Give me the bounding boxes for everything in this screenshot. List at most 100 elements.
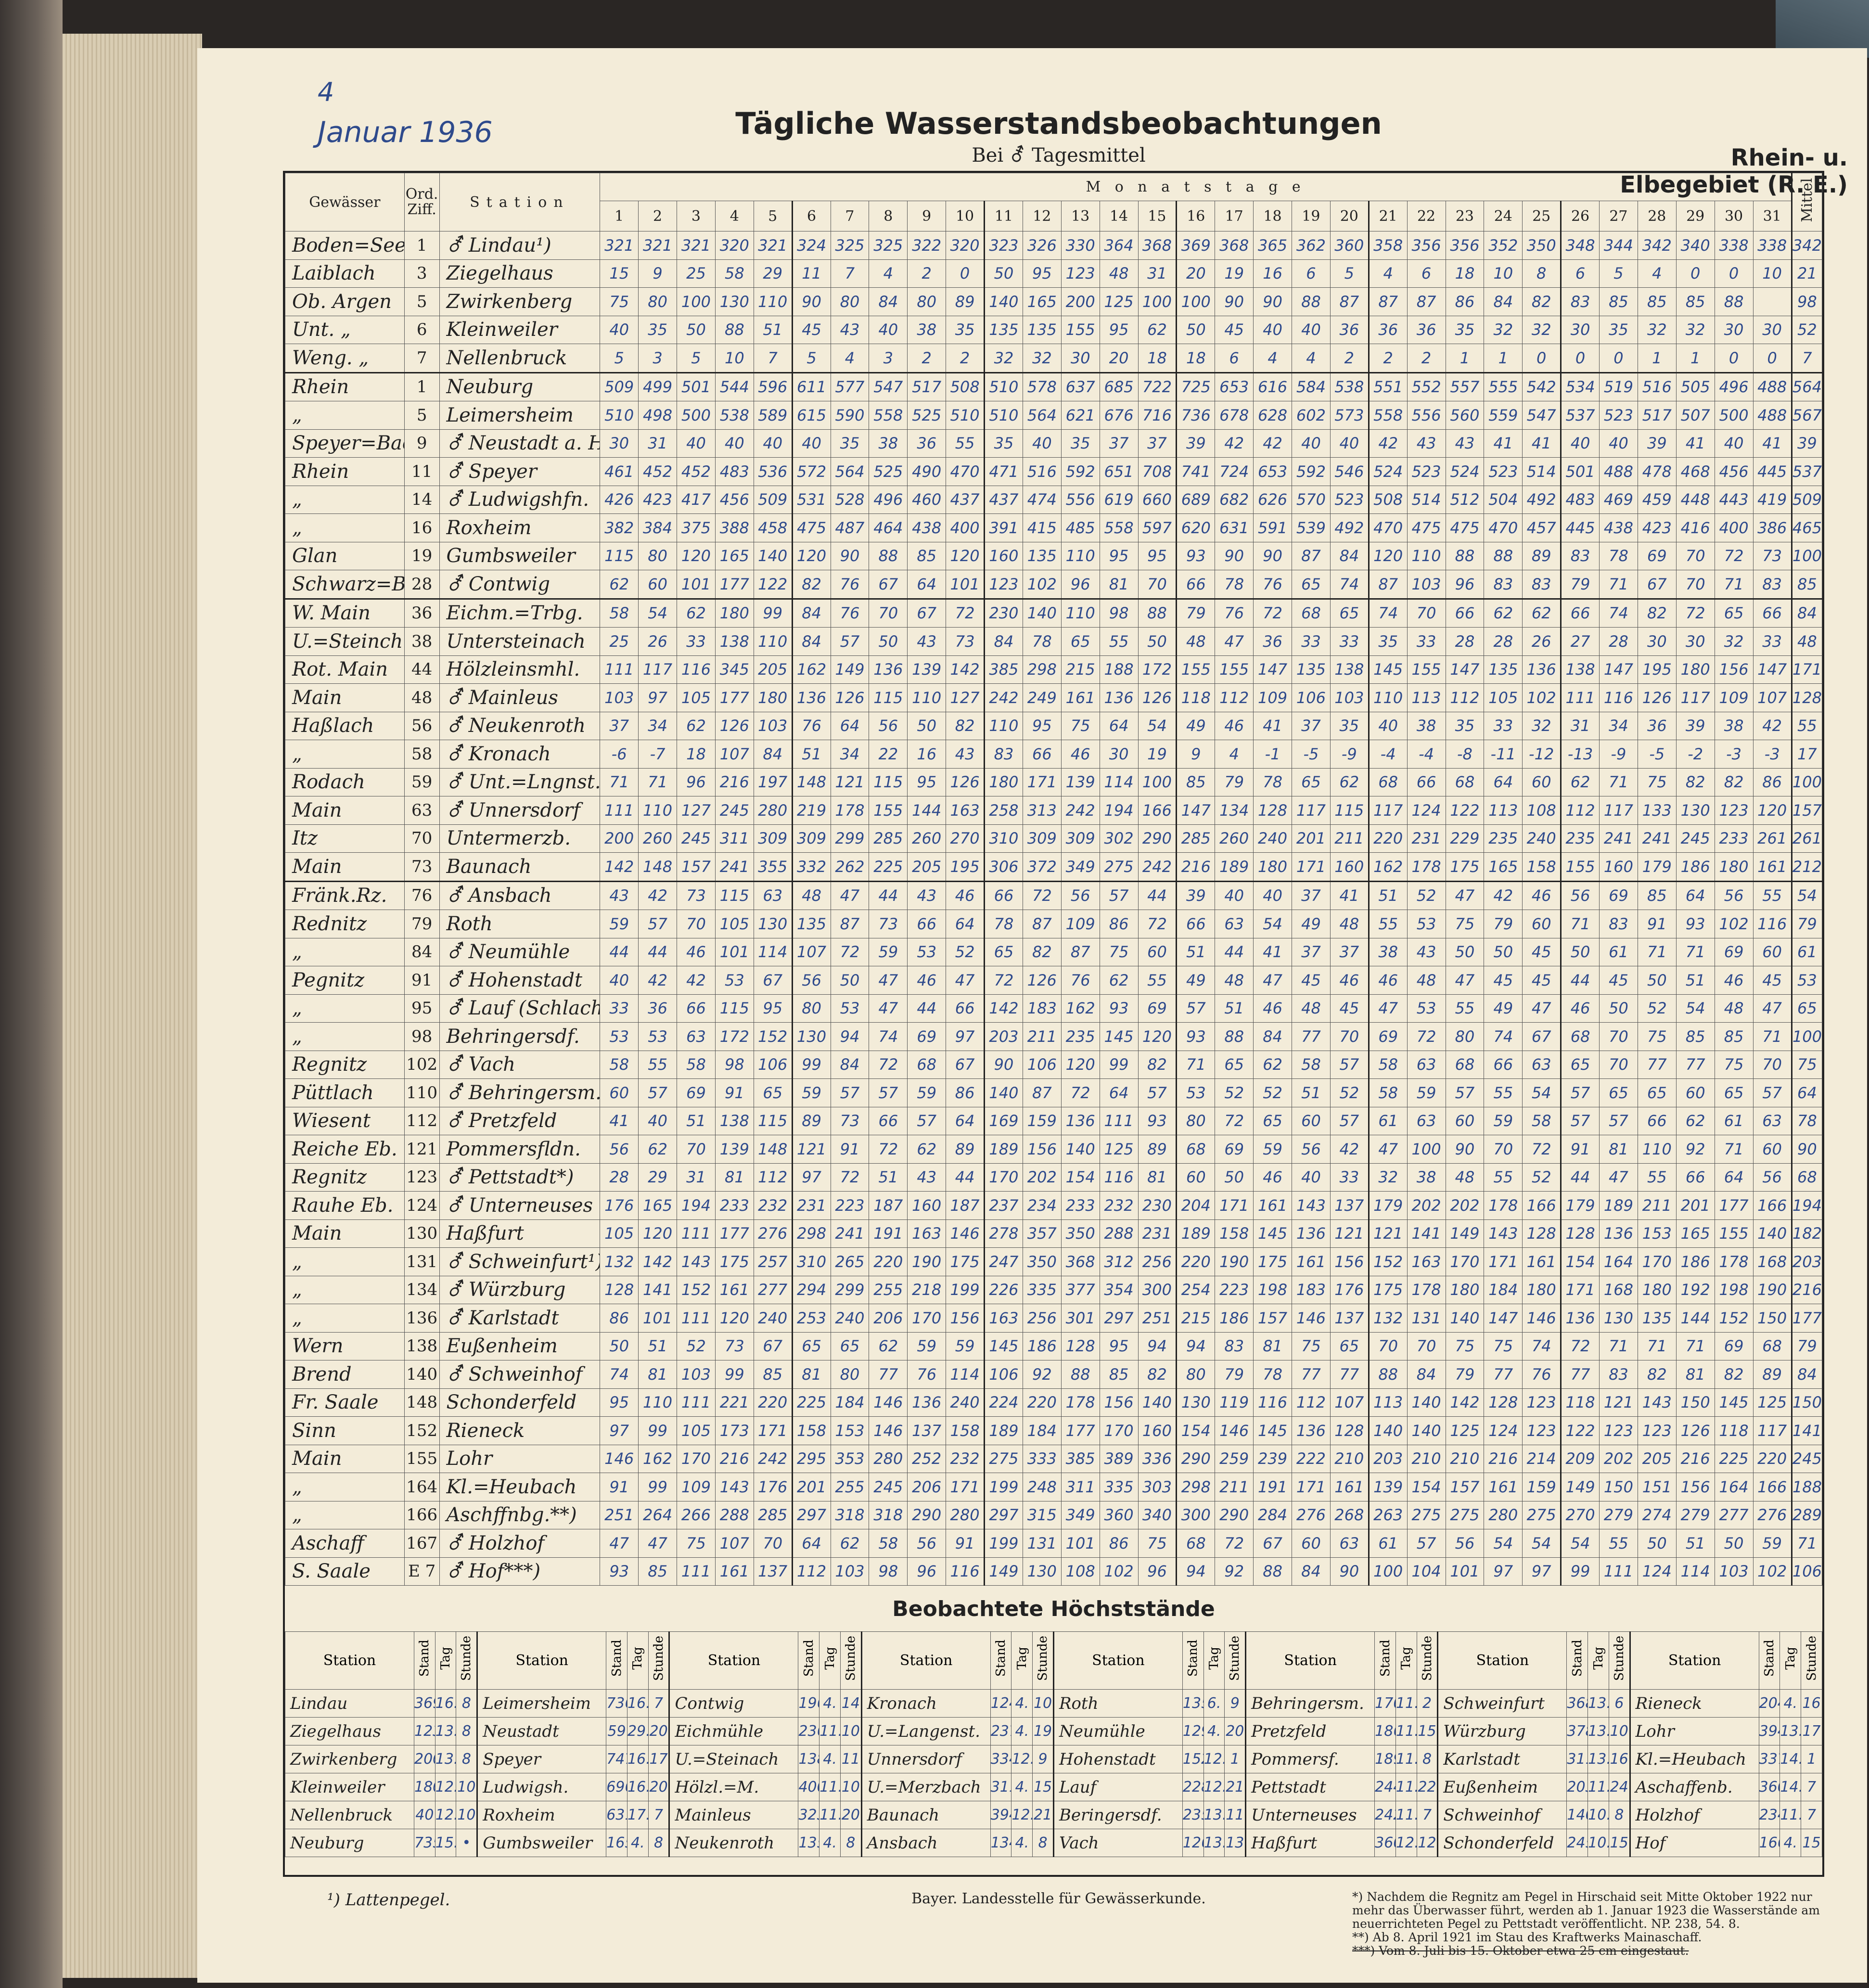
daily-value: 33 [1484,711,1523,740]
highest-stunde: 8 [456,1717,478,1745]
daily-value: 504 [1484,485,1523,514]
daily-value: 4 [1215,740,1254,769]
daily-value: 66 [1445,598,1485,628]
order-number: 123 [404,1163,440,1192]
daily-value: 38 [1368,937,1408,966]
daily-value: 87 [1292,541,1331,570]
order-number: 164 [404,1473,440,1501]
daily-value: 247 [984,1247,1023,1276]
daily-value: 62 [600,570,639,599]
daily-value: 160 [907,1191,947,1220]
table-row: Regnitz 123 ⚦ Pettstadt*) 28 29 31 81 112 97 72 51… [285,1163,1823,1192]
daily-value: 202 [1407,1191,1446,1220]
daily-value: 58 [869,1529,908,1558]
day-header-16: 16 [1176,201,1216,231]
daily-value: 537 [1560,401,1600,430]
daily-value: 459 [1637,485,1677,514]
daily-value: 101 [1445,1557,1485,1586]
highest-stunde: 20 [840,1801,862,1829]
highest-stand: 186 [1374,1717,1396,1745]
daily-value: 177 [1714,1191,1754,1220]
daily-value: 114 [1676,1557,1715,1586]
daily-value: 107 [715,740,754,769]
daily-value: 724 [1215,457,1254,486]
daily-value: 34 [1599,711,1638,740]
daily-value: 79 [1176,598,1216,628]
highest-stand: 311 [990,1773,1012,1801]
daily-value: 128 [600,1275,639,1304]
daily-value: 216 [1484,1444,1523,1473]
daily-value: 385 [1061,1444,1100,1473]
highest-station: Schweinfurt [1437,1689,1567,1718]
daily-value: 128 [1560,1219,1600,1248]
daily-value: 46 [1330,966,1369,995]
daily-value: 147 [1599,655,1638,684]
highest-header-station: Station [1052,1631,1183,1690]
daily-value: 330 [1061,231,1100,260]
daily-value: 60 [1753,937,1792,966]
river-name: „ [285,1473,405,1501]
daily-value: 86 [1099,1529,1139,1558]
daily-value: 85 [1599,287,1638,316]
station-name: ⚦ Karlstadt [439,1304,601,1333]
daily-value: 631 [1215,513,1254,542]
daily-value: 79 [1215,768,1254,796]
daily-value: 354 [1099,1275,1139,1304]
daily-value: 46 [907,966,947,995]
station-name: Zwirkenberg [439,287,601,316]
daily-value: 81 [791,1360,831,1389]
monthly-mean: 100 [1791,768,1823,796]
daily-value: 40 [1368,711,1408,740]
daily-value: -3 [1753,740,1792,769]
daily-value: 107 [1330,1388,1369,1417]
daily-value: 146 [869,1388,908,1417]
order-number: 11 [404,457,440,486]
daily-value: 523 [1599,401,1638,430]
daily-value: 40 [1253,315,1292,344]
daily-value: 621 [1061,401,1100,430]
daily-value: 133 [1637,796,1677,825]
daily-value: 73 [715,1332,754,1360]
daily-value: 197 [753,768,793,796]
daily-value: 741 [1176,457,1216,486]
daily-value: 55 [1484,1078,1523,1107]
daily-value: 135 [1022,541,1062,570]
daily-value: 46 [1253,1163,1292,1192]
day-header-5: 5 [753,201,793,231]
daily-value: 270 [1560,1501,1600,1529]
daily-value: 93 [1138,1106,1177,1135]
highest-stunde: 13 [1224,1829,1246,1857]
daily-value: 28 [600,1163,639,1192]
daily-value: 37 [1330,937,1369,966]
daily-value: 78 [1215,570,1254,599]
daily-value: 94 [830,1022,870,1051]
daily-value: 156 [1714,655,1754,684]
daily-value: 145 [1253,1219,1292,1248]
daily-value: 25 [600,627,639,656]
river-name: Rednitz [285,910,405,938]
daily-value: 20 [1176,259,1216,288]
daily-value: 122 [753,570,793,599]
daily-value: 160 [984,541,1023,570]
daily-value: 118 [1714,1416,1754,1445]
daily-value: 516 [1637,372,1677,401]
daily-value: 344 [1599,231,1638,260]
daily-value: 107 [715,1529,754,1558]
highest-station: U.=Steinach [668,1745,799,1773]
highest-station: Kleinweiler [285,1773,414,1801]
daily-value: 75 [1484,1332,1523,1360]
daily-value: 46 [1368,966,1408,995]
daily-value: 509 [753,485,793,514]
daily-value: 189 [1176,1219,1216,1248]
daily-value: 84 [753,740,793,769]
daily-value: 91 [946,1529,985,1558]
daily-value: 9 [638,259,677,288]
daily-value: 148 [638,852,677,882]
monthly-mean: 79 [1791,910,1823,938]
daily-value: 72 [1676,598,1715,628]
station-name: ⚦ Ansbach [439,881,601,910]
daily-value: 103 [1407,570,1446,599]
table-row: „ 136 ⚦ Karlstadt 86 101 111 120 240 253 240 206 17… [285,1304,1823,1333]
daily-value: 46 [1714,966,1754,995]
highest-stunde: 8 [1032,1829,1054,1857]
